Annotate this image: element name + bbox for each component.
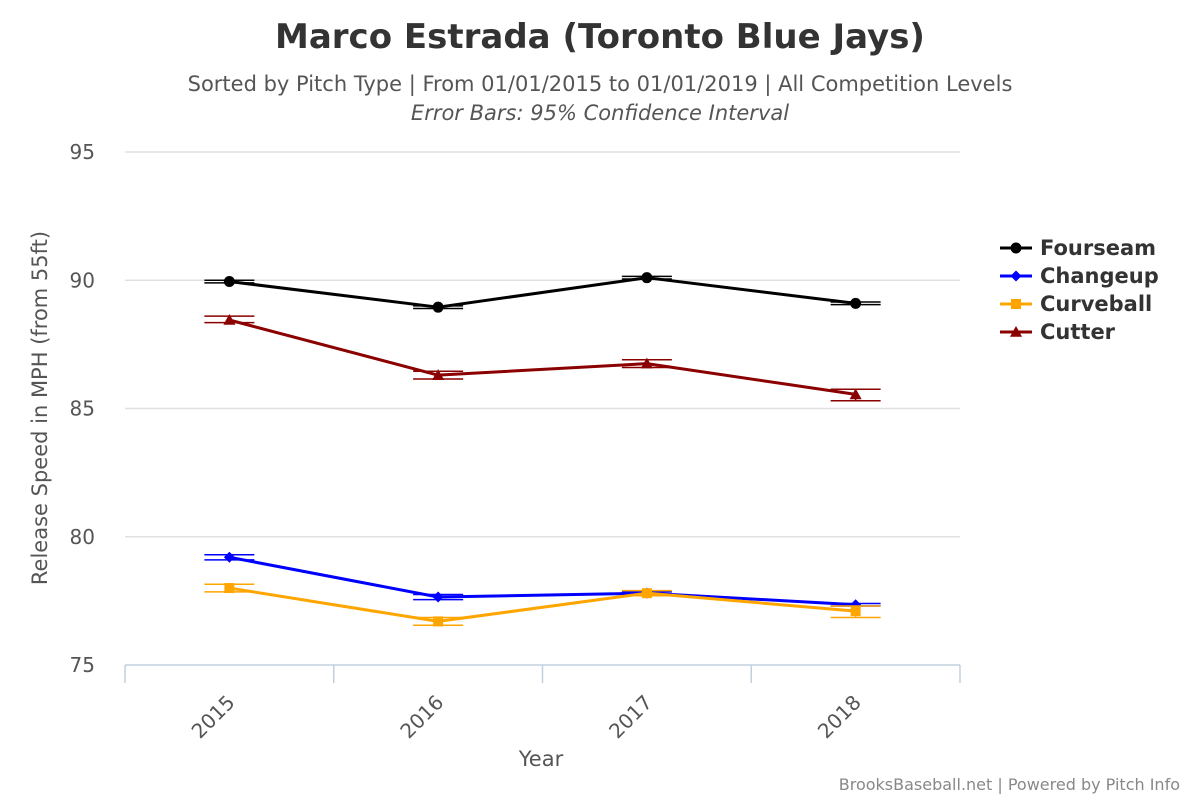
legend-label: Cutter: [1040, 320, 1116, 344]
legend-marker: [1011, 299, 1021, 309]
x-tick-label: 2017: [604, 690, 657, 743]
y-tick-label: 90: [70, 268, 95, 292]
x-tick-label: 2015: [187, 690, 240, 743]
data-point-cutter: [432, 369, 445, 380]
data-point-curveball: [224, 583, 235, 594]
y-axis-title: Release Speed in MPH (from 55ft): [28, 231, 52, 585]
data-point-changeup: [432, 591, 444, 603]
legend-item-changeup[interactable]: Changeup: [1000, 264, 1159, 288]
legend-marker: [1010, 270, 1022, 282]
grid-lines: [125, 151, 960, 538]
legend-marker: [1010, 326, 1022, 337]
legend-item-fourseam[interactable]: Fourseam: [1000, 236, 1156, 260]
legend-label: Curveball: [1040, 292, 1152, 316]
data-point-cutter: [640, 357, 653, 369]
data-point-fourseam: [432, 301, 444, 313]
series-cutter: [204, 314, 881, 402]
chart-title: Marco Estrada (Toronto Blue Jays): [275, 17, 925, 57]
credits[interactable]: BrooksBaseball.net | Powered by Pitch In…: [839, 775, 1180, 794]
data-point-cutter: [849, 388, 862, 400]
y-tick-label: 85: [70, 397, 95, 421]
data-point-curveball: [433, 616, 444, 627]
data-point-curveball: [641, 588, 652, 599]
series-curveball: [204, 583, 881, 627]
x-axis-title: Year: [518, 747, 564, 771]
y-axis-ticks: 75 80 85 90 95: [70, 140, 95, 677]
series-line-changeup: [229, 555, 856, 607]
data-point-changeup: [223, 551, 235, 563]
y-tick-label: 80: [70, 525, 95, 549]
data-point-curveball: [850, 606, 861, 617]
legend-item-curveball[interactable]: Curveball: [1000, 292, 1152, 316]
series-layer: [204, 272, 881, 627]
chart-error-bar-note: Error Bars: 95% Confidence Interval: [411, 101, 789, 125]
x-axis: 2015 2016 2017 2018: [124, 664, 961, 743]
legend-marker: [1010, 242, 1022, 254]
series-fourseam: [204, 272, 881, 313]
y-tick-label: 75: [70, 653, 95, 677]
data-point-cutter: [223, 314, 236, 325]
series-line-cutter: [228, 318, 856, 396]
series-line-curveball: [229, 586, 856, 623]
chart-subtitle: Sorted by Pitch Type | From 01/01/2015 t…: [188, 72, 1013, 97]
x-tick-label: 2016: [395, 690, 448, 743]
legend-label: Fourseam: [1040, 236, 1156, 260]
legend-item-cutter[interactable]: Cutter: [1000, 320, 1116, 344]
y-tick-label: 95: [70, 140, 95, 164]
data-point-fourseam: [641, 272, 653, 284]
data-point-fourseam: [223, 276, 235, 288]
series-line-fourseam: [229, 276, 856, 309]
legend-label: Changeup: [1040, 264, 1159, 288]
data-point-fourseam: [850, 297, 862, 309]
legend[interactable]: Fourseam Changeup Curveball Cutter: [1000, 236, 1159, 344]
x-tick-label: 2018: [813, 690, 866, 743]
